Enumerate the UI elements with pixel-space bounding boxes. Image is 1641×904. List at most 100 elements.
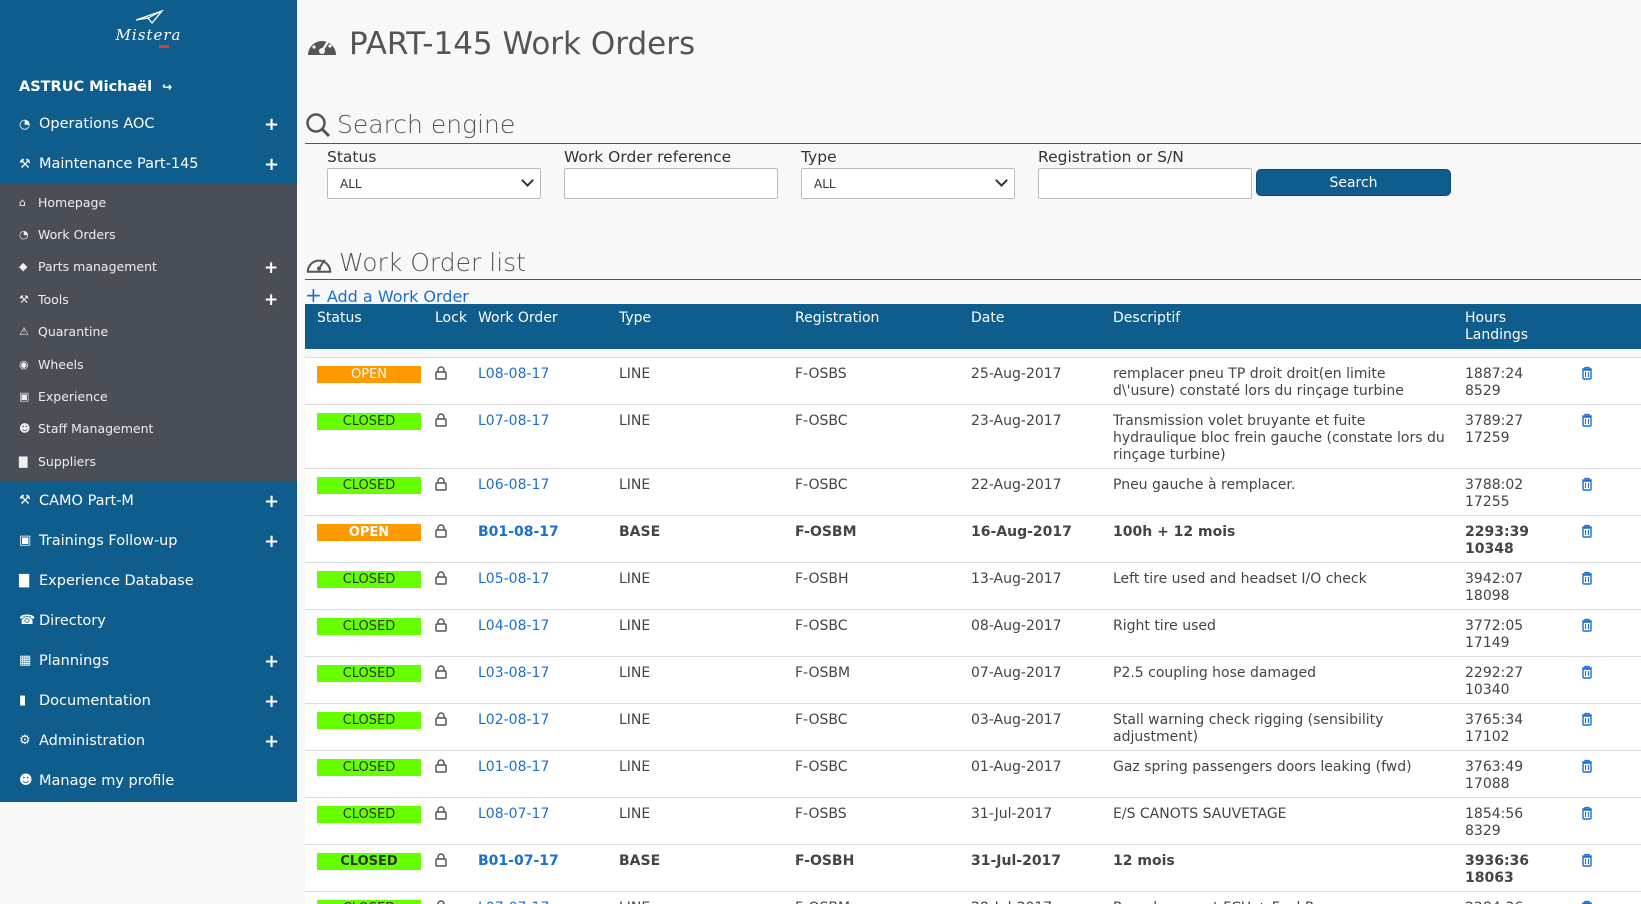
- sidebar-item-operations-aoc[interactable]: ◔ Operations AOC +: [0, 104, 297, 144]
- trash-icon[interactable]: [1581, 853, 1593, 872]
- sidebar-item-administration[interactable]: ⚙ Administration +: [0, 721, 297, 761]
- trash-icon[interactable]: [1581, 759, 1593, 778]
- user-name[interactable]: ASTRUC Michaël ↪: [0, 70, 297, 104]
- work-order-link[interactable]: L07-08-17: [478, 412, 550, 429]
- lock-icon[interactable]: [435, 476, 447, 496]
- divider: [305, 279, 1641, 280]
- table-row[interactable]: CLOSED L06-08-17 LINE F-OSBC 22-Aug-2017 Pneu…: [305, 468, 1641, 515]
- sidebar-item-directory[interactable]: ☎ Directory: [0, 601, 297, 641]
- submenu-item-experience[interactable]: ▣ Experience: [0, 380, 297, 412]
- col-hours-landings[interactable]: Hours Landings: [1465, 304, 1581, 349]
- type-cell: LINE: [619, 570, 651, 587]
- lock-icon[interactable]: [435, 805, 447, 825]
- work-order-link[interactable]: L07-07-17: [478, 900, 549, 904]
- col-descriptif[interactable]: Descriptif: [1113, 310, 1181, 326]
- submenu-item-suppliers[interactable]: ▇ Suppliers: [0, 445, 297, 477]
- lock-icon[interactable]: [435, 617, 447, 637]
- work-order-link[interactable]: L03-08-17: [478, 664, 550, 681]
- trash-icon[interactable]: [1581, 665, 1593, 684]
- submenu-item-parts-management[interactable]: ◆ Parts management +: [0, 251, 297, 283]
- table-row[interactable]: OPEN B01-08-17 BASE F-OSBM 16-Aug-2017 100h +…: [305, 515, 1641, 562]
- sidebar-item-maintenance-part-145[interactable]: ⚒ Maintenance Part-145 +: [0, 144, 297, 184]
- work-order-link[interactable]: L08-08-17: [478, 365, 550, 382]
- add-work-order-link[interactable]: + Add a Work Order: [305, 283, 469, 307]
- logout-icon[interactable]: ↪: [162, 80, 173, 94]
- sidebar-item-documentation[interactable]: ▮ Documentation +: [0, 681, 297, 721]
- submenu-item-quarantine[interactable]: ⚠ Quarantine: [0, 316, 297, 348]
- type-select-value: ALL: [814, 176, 836, 191]
- hours-value: 1854:56: [1465, 805, 1524, 822]
- lock-icon[interactable]: [435, 852, 447, 872]
- lock-icon[interactable]: [435, 899, 447, 904]
- table-row[interactable]: OPEN L08-08-17 LINE F-OSBS 25-Aug-2017 rempla…: [305, 357, 1641, 404]
- reg-filter: Registration or S/N: [1038, 148, 1252, 199]
- work-order-link[interactable]: L06-08-17: [478, 476, 550, 493]
- lock-icon[interactable]: [435, 711, 447, 731]
- work-order-link[interactable]: L04-08-17: [478, 617, 550, 634]
- hours-value: 3789:27: [1465, 412, 1524, 429]
- expand-plus-icon[interactable]: +: [264, 154, 280, 175]
- table-row[interactable]: CLOSED L01-08-17 LINE F-OSBC 01-Aug-2017 Gaz …: [305, 750, 1641, 797]
- col-type[interactable]: Type: [619, 310, 652, 326]
- trash-icon[interactable]: [1581, 806, 1593, 825]
- table-row[interactable]: CLOSED L08-07-17 LINE F-OSBS 31-Jul-2017 E/S …: [305, 797, 1641, 844]
- expand-plus-icon[interactable]: +: [264, 257, 279, 278]
- expand-plus-icon[interactable]: +: [264, 490, 280, 512]
- work-order-link[interactable]: B01-07-17: [478, 852, 559, 869]
- work-order-link[interactable]: L08-07-17: [478, 805, 550, 822]
- work-order-link[interactable]: B01-08-17: [478, 523, 559, 540]
- table-row[interactable]: CLOSED L04-08-17 LINE F-OSBC 08-Aug-2017 Righ…: [305, 609, 1641, 656]
- status-select[interactable]: ALL: [327, 168, 541, 199]
- table-row[interactable]: CLOSED B01-07-17 BASE F-OSBH 31-Jul-2017 12 m…: [305, 844, 1641, 891]
- col-status[interactable]: Status: [317, 310, 362, 326]
- trash-icon[interactable]: [1581, 571, 1593, 590]
- trash-icon[interactable]: [1581, 712, 1593, 731]
- trash-icon[interactable]: [1581, 413, 1593, 432]
- expand-plus-icon[interactable]: +: [264, 690, 280, 712]
- expand-plus-icon[interactable]: +: [264, 730, 280, 752]
- lock-icon[interactable]: [435, 570, 447, 590]
- expand-plus-icon[interactable]: +: [264, 114, 280, 135]
- search-button[interactable]: Search: [1256, 169, 1451, 196]
- trash-icon[interactable]: [1581, 524, 1593, 543]
- col-lock[interactable]: Lock: [435, 310, 467, 326]
- trash-icon[interactable]: [1581, 366, 1593, 385]
- trash-icon[interactable]: [1581, 900, 1593, 904]
- submenu-item-homepage[interactable]: ⌂ Homepage: [0, 186, 297, 218]
- nav-label: Maintenance Part-145: [39, 156, 199, 172]
- table-row[interactable]: CLOSED L03-08-17 LINE F-OSBM 07-Aug-2017 P2.5…: [305, 656, 1641, 703]
- expand-plus-icon[interactable]: +: [264, 530, 280, 552]
- submenu-item-tools[interactable]: ⚒ Tools +: [0, 283, 297, 315]
- lock-icon[interactable]: [435, 758, 447, 778]
- table-row[interactable]: CLOSED L07-07-17 LINEF-OSBM28-Jul-2017Remp…: [305, 891, 1641, 904]
- table-row[interactable]: CLOSED L07-08-17 LINE F-OSBC 23-Aug-2017 Tran…: [305, 404, 1641, 468]
- sidebar-item-trainings-follow-up[interactable]: ▣ Trainings Follow-up +: [0, 521, 297, 561]
- sidebar-item-camo-part-m[interactable]: ⚒ CAMO Part-M +: [0, 481, 297, 521]
- col-registration[interactable]: Registration: [795, 310, 880, 326]
- sidebar-item-experience-database[interactable]: ▇ Experience Database: [0, 561, 297, 601]
- sidebar-item-manage-my-profile[interactable]: ☻ Manage my profile: [0, 761, 297, 801]
- lock-icon[interactable]: [435, 412, 447, 432]
- trash-icon[interactable]: [1581, 477, 1593, 496]
- table-row[interactable]: CLOSED L02-08-17 LINE F-OSBC 03-Aug-2017 Stal…: [305, 703, 1641, 750]
- submenu-item-staff-management[interactable]: ☻ Staff Management: [0, 413, 297, 445]
- sidebar-item-plannings[interactable]: ▦ Plannings +: [0, 641, 297, 681]
- expand-plus-icon[interactable]: +: [264, 290, 279, 311]
- work-order-ref-input[interactable]: [564, 168, 778, 199]
- submenu-item-wheels[interactable]: ◉ Wheels: [0, 348, 297, 380]
- trash-icon[interactable]: [1581, 618, 1593, 637]
- registration-input[interactable]: [1038, 168, 1252, 199]
- submenu-item-work-orders[interactable]: ◔ Work Orders: [0, 218, 297, 250]
- lock-icon[interactable]: [435, 365, 447, 385]
- table-row[interactable]: CLOSED L05-08-17 LINE F-OSBH 13-Aug-2017 Left…: [305, 562, 1641, 609]
- expand-plus-icon[interactable]: +: [264, 650, 280, 672]
- lock-icon[interactable]: [435, 523, 447, 543]
- lock-icon[interactable]: [435, 664, 447, 684]
- logo[interactable]: Mistera: [0, 0, 297, 70]
- work-order-link[interactable]: L02-08-17: [478, 711, 550, 728]
- col-work-order[interactable]: Work Order: [478, 310, 558, 326]
- work-order-link[interactable]: L01-08-17: [478, 758, 550, 775]
- col-date[interactable]: Date: [971, 310, 1005, 326]
- work-order-link[interactable]: L05-08-17: [478, 570, 550, 587]
- type-select[interactable]: ALL: [801, 168, 1015, 199]
